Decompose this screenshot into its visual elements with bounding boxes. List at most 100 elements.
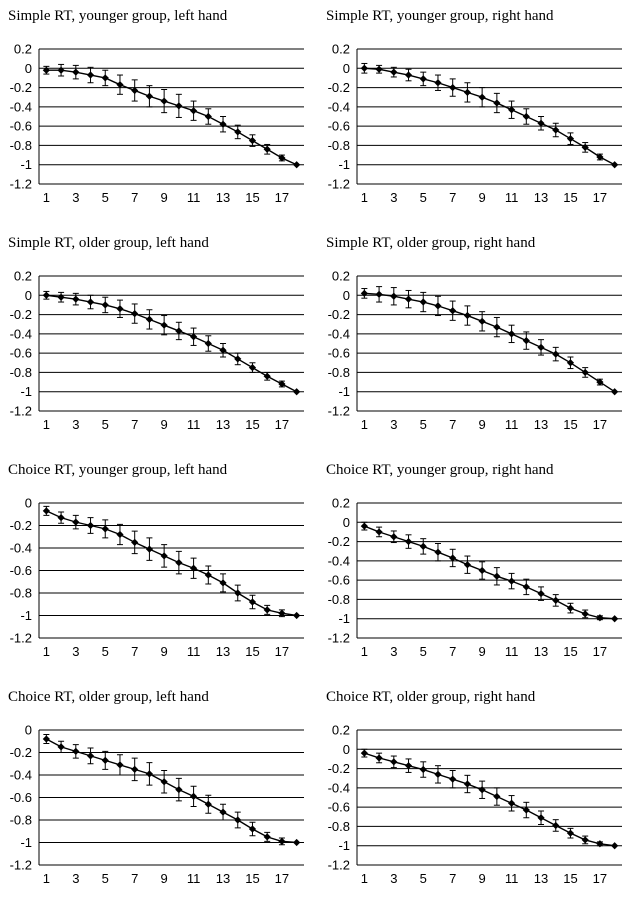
- data-point: [234, 816, 242, 824]
- data-point: [263, 372, 271, 380]
- data-point: [42, 66, 50, 74]
- y-tick-label: -1.2: [10, 177, 32, 192]
- data-point: [390, 533, 398, 541]
- series-line: [46, 510, 297, 617]
- chart-svg: 0.20-0.2-0.4-0.6-0.8-1-1.21 3 5 7 9 11 13 15 17: [328, 496, 622, 659]
- x-tick-label: 11: [505, 644, 519, 659]
- x-tick-label: 1: [43, 417, 50, 432]
- data-point: [131, 310, 139, 318]
- data-point: [611, 615, 619, 623]
- y-tick-label: 0.2: [14, 42, 32, 57]
- data-point: [101, 756, 109, 764]
- x-tick-label: 15: [563, 190, 577, 205]
- y-tick-label: -0.2: [10, 518, 32, 533]
- x-tick-label: 5: [420, 644, 427, 659]
- x-tick-label: 17: [275, 417, 289, 432]
- data-point: [566, 829, 575, 837]
- y-tick-label: -1: [20, 608, 32, 623]
- data-point: [360, 522, 368, 530]
- y-tick-label: -0.6: [10, 563, 32, 578]
- chart-title: Simple RT, younger group, right hand: [326, 8, 554, 24]
- x-tick-label: 11: [505, 871, 519, 886]
- data-point: [42, 735, 50, 743]
- series-line: [364, 292, 616, 393]
- data-point: [145, 92, 154, 100]
- x-tick-label: 15: [245, 644, 259, 659]
- series-line: [364, 67, 615, 166]
- x-tick-label: 7: [449, 417, 456, 432]
- chart-title: Simple RT, younger group, left hand: [8, 8, 228, 24]
- y-tick-label: -0.2: [10, 307, 32, 322]
- data-point: [175, 786, 183, 794]
- y-tick-label: -0.8: [10, 365, 32, 380]
- y-tick-label: -0.6: [10, 346, 32, 361]
- data-point: [478, 93, 486, 101]
- data-point: [390, 68, 398, 76]
- x-tick-label: 7: [449, 871, 456, 886]
- y-tick-label: -1.2: [328, 858, 350, 873]
- data-point: [375, 754, 383, 762]
- y-tick-label: -0.8: [328, 138, 350, 153]
- data-point: [204, 339, 212, 348]
- x-tick-label: 3: [72, 190, 79, 205]
- y-tick-label: -0.6: [328, 346, 350, 361]
- data-point: [537, 343, 545, 351]
- data-point: [434, 302, 442, 310]
- x-tick-label: 15: [245, 871, 259, 886]
- x-tick-label: 1: [361, 871, 368, 886]
- x-tick-label: 9: [479, 871, 486, 886]
- y-tick-label: -0.8: [10, 586, 32, 601]
- y-tick-label: -0.2: [328, 307, 350, 322]
- x-tick-label: 5: [102, 644, 109, 659]
- x-tick-label: 9: [161, 190, 168, 205]
- data-point: [278, 380, 286, 388]
- x-tick-label: 9: [161, 871, 168, 886]
- x-tick-label: 9: [479, 644, 486, 659]
- x-tick-label: 17: [275, 871, 289, 886]
- data-point: [263, 833, 271, 841]
- x-tick-label: 3: [390, 417, 397, 432]
- x-tick-label: 11: [505, 190, 519, 205]
- data-point: [434, 79, 442, 87]
- x-tick-label: 11: [187, 871, 201, 886]
- data-point: [581, 143, 589, 151]
- data-point: [596, 378, 604, 386]
- data-point: [278, 837, 286, 845]
- data-point: [404, 295, 413, 303]
- chart-svg: 0.20-0.2-0.4-0.6-0.8-1-1.21 3 5 7 9 11 13 15 17: [328, 42, 622, 205]
- y-tick-label: -0.6: [328, 800, 350, 815]
- data-point: [552, 126, 560, 134]
- y-tick-label: -1.2: [10, 404, 32, 419]
- x-tick-label: 15: [245, 190, 259, 205]
- x-tick-label: 13: [534, 871, 548, 886]
- data-point: [552, 821, 560, 830]
- x-tick-label: 9: [161, 417, 168, 432]
- chart-panel: Simple RT, younger group, left hand 0.2 0 -…: [0, 0, 318, 227]
- y-tick-label: 0.2: [332, 42, 350, 57]
- chart-title: Choice RT, younger group, right hand: [326, 462, 554, 478]
- x-tick-label: 17: [593, 644, 607, 659]
- data-point: [581, 610, 589, 618]
- data-point: [493, 323, 501, 331]
- y-tick-label: -0.8: [328, 819, 350, 834]
- data-point: [522, 112, 530, 121]
- x-tick-label: 9: [479, 190, 486, 205]
- data-point: [360, 749, 368, 757]
- y-tick-label: -1: [20, 157, 32, 172]
- data-point: [86, 298, 95, 306]
- data-point: [101, 301, 109, 309]
- data-point: [434, 548, 442, 556]
- y-tick-label: -0.6: [10, 790, 32, 805]
- y-tick-label: 0: [343, 61, 350, 76]
- data-point: [204, 112, 212, 121]
- data-point: [566, 135, 575, 143]
- data-point: [360, 289, 368, 297]
- y-tick-label: 0: [25, 723, 32, 738]
- y-tick-label: -0.4: [328, 326, 350, 341]
- data-point: [234, 128, 242, 136]
- x-tick-label: 5: [102, 417, 109, 432]
- y-tick-label: 0.2: [14, 269, 32, 284]
- x-tick-label: 5: [420, 190, 427, 205]
- x-tick-label: 1: [43, 871, 50, 886]
